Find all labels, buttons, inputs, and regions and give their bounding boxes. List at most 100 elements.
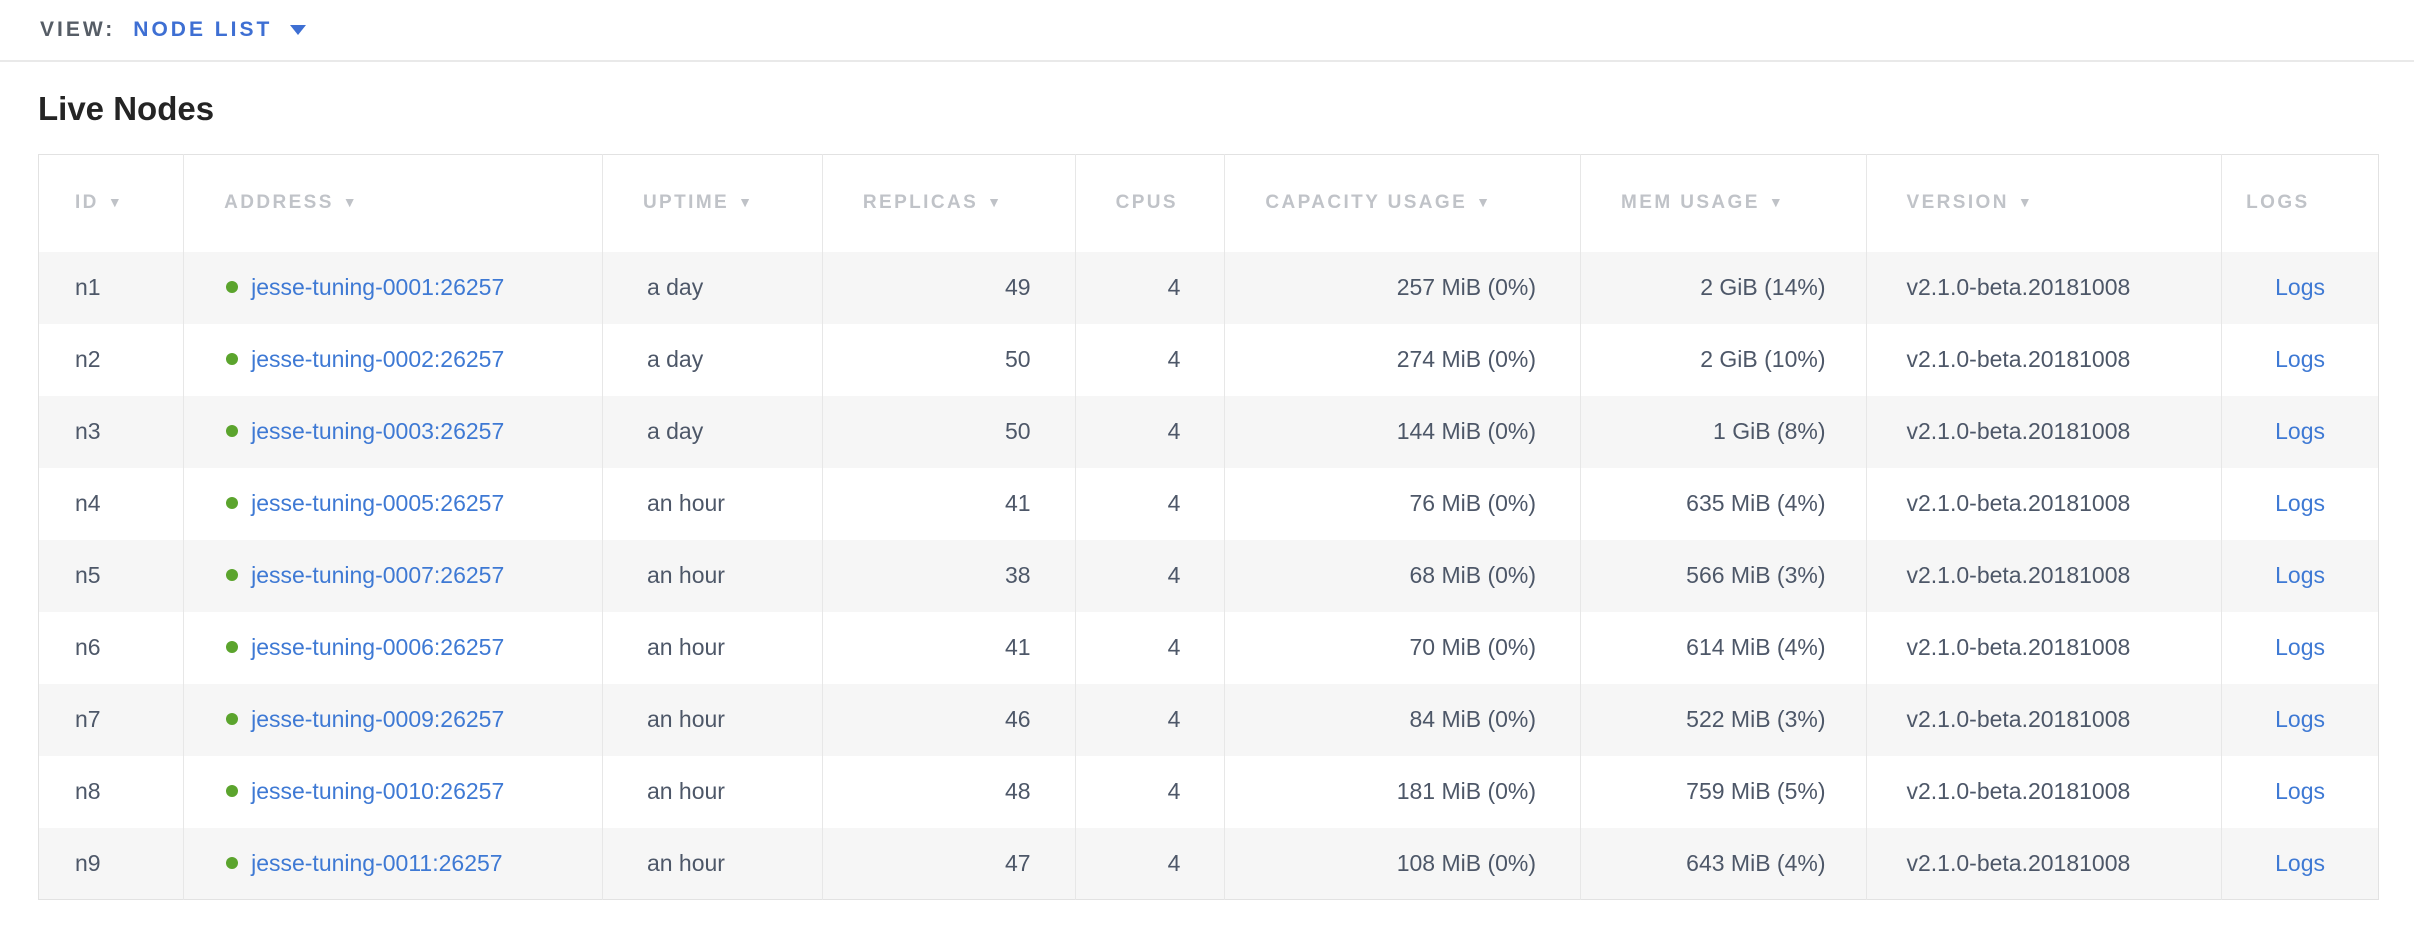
node-address-cell: jesse-tuning-0003:26257	[183, 395, 603, 468]
node-address-link[interactable]: jesse-tuning-0011:26257	[251, 849, 503, 876]
cpus-cell: 4	[1074, 539, 1225, 612]
replicas-cell: 46	[821, 683, 1076, 756]
replicas-cell: 41	[821, 611, 1076, 684]
capacity-usage-cell: 70 MiB (0%)	[1224, 611, 1581, 684]
page-title: Live Nodes	[38, 90, 215, 127]
column-header-address[interactable]: ADDRESS ▼	[183, 154, 603, 252]
replicas-cell: 49	[821, 251, 1076, 324]
version-cell: v2.1.0-beta.20181008	[1865, 683, 2222, 756]
version-cell: v2.1.0-beta.20181008	[1865, 251, 2222, 324]
replicas-cell: 48	[821, 755, 1076, 828]
logs-cell: Logs	[2221, 467, 2379, 540]
sort-arrow-icon: ▼	[107, 194, 125, 211]
live-status-dot-icon	[226, 425, 239, 437]
column-header-label: CPUS	[1115, 192, 1178, 214]
node-id-cell: n5	[38, 539, 184, 612]
capacity-usage-cell: 144 MiB (0%)	[1224, 395, 1581, 468]
node-address-link[interactable]: jesse-tuning-0007:26257	[251, 562, 505, 588]
live-nodes-table: ID ▼ ADDRESS ▼ UPTIME ▼ REPLICAS ▼ CPUS CAPACITY …	[38, 154, 2379, 900]
live-status-dot-icon	[226, 281, 239, 293]
sort-arrow-icon: ▼	[738, 194, 755, 211]
column-header-label: MEM USAGE	[1621, 192, 1760, 214]
node-address-link[interactable]: jesse-tuning-0005:26257	[251, 490, 505, 516]
capacity-usage-cell: 274 MiB (0%)	[1224, 323, 1581, 396]
logs-cell: Logs	[2221, 251, 2379, 324]
logs-link[interactable]: Logs	[2275, 418, 2326, 444]
version-cell: v2.1.0-beta.20181008	[1865, 755, 2222, 828]
logs-link[interactable]: Logs	[2275, 778, 2326, 804]
logs-cell: Logs	[2221, 323, 2379, 396]
live-status-dot-icon	[226, 569, 239, 581]
column-header-cpus: CPUS	[1074, 154, 1225, 252]
node-address-cell: jesse-tuning-0011:26257	[183, 827, 603, 900]
version-cell: v2.1.0-beta.20181008	[1865, 827, 2222, 900]
node-id-cell: n7	[38, 683, 184, 756]
mem-usage-cell: 2 GiB (14%)	[1580, 251, 1866, 324]
node-address-cell: jesse-tuning-0001:26257	[183, 251, 603, 324]
node-address-link[interactable]: jesse-tuning-0001:26257	[251, 274, 505, 300]
sort-arrow-icon: ▼	[1476, 194, 1493, 211]
column-header-replicas[interactable]: REPLICAS ▼	[821, 154, 1076, 252]
capacity-usage-cell: 257 MiB (0%)	[1224, 251, 1581, 324]
column-header-version[interactable]: VERSION ▼	[1865, 154, 2222, 252]
logs-link[interactable]: Logs	[2275, 706, 2326, 732]
live-status-dot-icon	[226, 497, 239, 509]
column-header-mem-usage[interactable]: MEM USAGE ▼	[1580, 154, 1866, 252]
uptime-cell: an hour	[601, 539, 823, 612]
node-row: n3 jesse-tuning-0003:26257 a day 50 4 144 MiB…	[38, 395, 2379, 468]
cpus-cell: 4	[1074, 395, 1225, 468]
node-address-link[interactable]: jesse-tuning-0003:26257	[251, 418, 505, 444]
uptime-cell: an hour	[601, 755, 823, 828]
version-cell: v2.1.0-beta.20181008	[1865, 395, 2222, 468]
live-status-dot-icon	[226, 353, 239, 365]
node-row: n7 jesse-tuning-0009:26257 an hour 46 4 84 Mi…	[38, 683, 2379, 756]
view-label: VIEW:	[40, 18, 116, 41]
version-cell: v2.1.0-beta.20181008	[1865, 611, 2222, 684]
logs-link[interactable]: Logs	[2275, 634, 2326, 660]
node-address-link[interactable]: jesse-tuning-0009:26257	[251, 706, 505, 732]
capacity-usage-cell: 84 MiB (0%)	[1224, 683, 1581, 756]
replicas-cell: 50	[821, 395, 1076, 468]
logs-cell: Logs	[2221, 827, 2379, 900]
replicas-cell: 38	[821, 539, 1076, 612]
node-address-link[interactable]: jesse-tuning-0002:26257	[251, 346, 505, 372]
logs-link[interactable]: Logs	[2275, 490, 2326, 516]
view-dropdown-value: NODE LIST	[133, 18, 273, 41]
version-cell: v2.1.0-beta.20181008	[1865, 323, 2222, 396]
mem-usage-cell: 614 MiB (4%)	[1580, 611, 1866, 684]
logs-link[interactable]: Logs	[2275, 274, 2326, 300]
node-address-cell: jesse-tuning-0006:26257	[183, 611, 603, 684]
column-header-label: UPTIME	[642, 192, 730, 214]
caret-down-icon	[290, 25, 307, 35]
node-address-link[interactable]: jesse-tuning-0010:26257	[251, 778, 505, 804]
node-address-cell: jesse-tuning-0009:26257	[183, 683, 603, 756]
column-header-capacity-usage[interactable]: CAPACITY USAGE ▼	[1224, 154, 1581, 252]
view-selector-bar: VIEW: NODE LIST	[0, 0, 2414, 62]
node-id-cell: n2	[38, 323, 184, 396]
node-address-link[interactable]: jesse-tuning-0006:26257	[251, 634, 505, 660]
logs-link[interactable]: Logs	[2275, 849, 2326, 876]
sort-arrow-icon: ▼	[987, 194, 1004, 211]
uptime-cell: an hour	[601, 827, 823, 900]
uptime-cell: an hour	[601, 611, 823, 684]
column-header-label: REPLICAS	[862, 192, 979, 214]
column-header-id[interactable]: ID ▼	[38, 154, 184, 252]
mem-usage-cell: 522 MiB (3%)	[1580, 683, 1866, 756]
cpus-cell: 4	[1074, 323, 1225, 396]
uptime-cell: a day	[601, 395, 823, 468]
node-row: n8 jesse-tuning-0010:26257 an hour 48 4 181 M…	[38, 755, 2379, 828]
node-row: n1 jesse-tuning-0001:26257 a day 49 4 257 MiB…	[38, 251, 2379, 324]
node-id-cell: n8	[38, 755, 184, 828]
view-dropdown[interactable]: NODE LIST	[133, 18, 307, 42]
logs-link[interactable]: Logs	[2275, 562, 2326, 588]
column-header-label: CAPACITY USAGE	[1265, 192, 1468, 214]
mem-usage-cell: 643 MiB (4%)	[1580, 827, 1866, 900]
live-status-dot-icon	[226, 785, 239, 797]
column-header-label: ADDRESS	[224, 192, 334, 214]
column-header-label: LOGS	[2246, 192, 2310, 214]
logs-link[interactable]: Logs	[2275, 346, 2326, 372]
logs-cell: Logs	[2221, 683, 2379, 756]
mem-usage-cell: 635 MiB (4%)	[1580, 467, 1866, 540]
column-header-uptime[interactable]: UPTIME ▼	[601, 154, 823, 252]
sort-arrow-icon: ▼	[2017, 194, 2035, 211]
